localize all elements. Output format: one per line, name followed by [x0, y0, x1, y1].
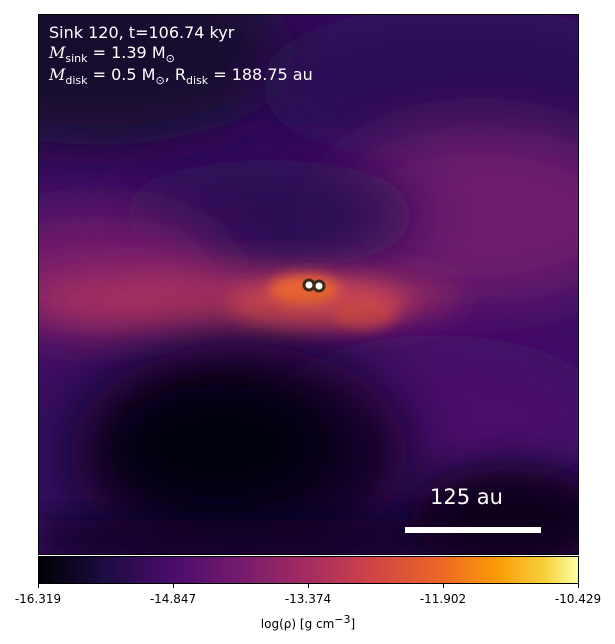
colorbar-tick-label: -13.374 [284, 592, 332, 606]
colorbar-tick-label: -16.319 [14, 592, 62, 606]
colorbar [38, 556, 579, 584]
sink-mass: Msink = 1.39 M⊙ [49, 43, 175, 66]
sink-title: Sink 120, t=106.74 kyr [49, 23, 235, 42]
disk-properties: Mdisk = 0.5 M⊙, Rdisk = 188.75 au [49, 65, 313, 88]
colorbar-tick [443, 584, 444, 588]
sink-marker [302, 278, 316, 292]
colorbar-tick-label: -14.847 [149, 592, 197, 606]
scale-bar-label: 125 au [430, 485, 503, 509]
colorbar-tick [578, 584, 579, 588]
colorbar-tick [38, 584, 39, 588]
colorbar-tick [173, 584, 174, 588]
density-map: Sink 120, t=106.74 kyr Msink = 1.39 M⊙ M… [38, 14, 579, 555]
colorbar-tick-label: -10.429 [554, 592, 602, 606]
colorbar-tick [308, 584, 309, 588]
scale-bar [405, 527, 541, 533]
sink-marker [312, 279, 326, 293]
colorbar-title: log(ρ) [g cm−3] [260, 613, 356, 631]
density-field [39, 15, 578, 554]
colorbar-tick-label: -11.902 [419, 592, 467, 606]
